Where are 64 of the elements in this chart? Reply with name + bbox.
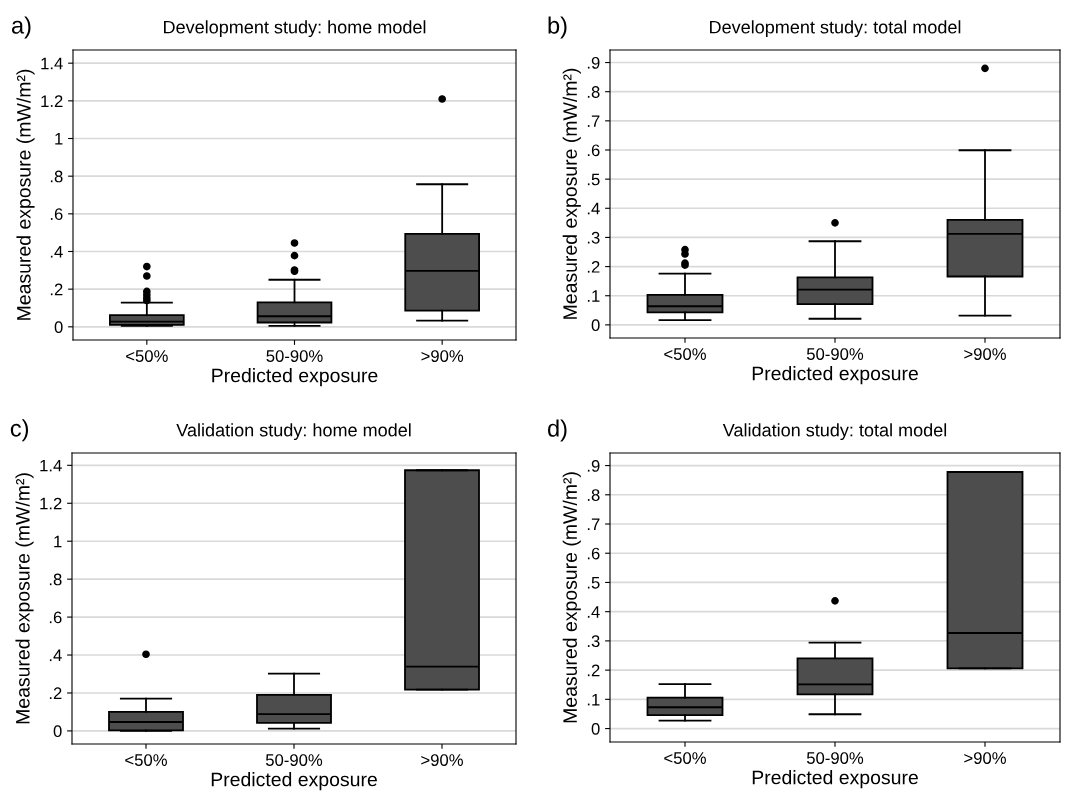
y-tick-label: .8 <box>587 489 600 501</box>
y-axis-title: Measured exposure (mW/m²) <box>16 69 35 320</box>
chart-title: Development study: total model <box>710 20 961 38</box>
y-tick-label: .9 <box>587 459 600 472</box>
y-tick-label: .2 <box>587 664 600 677</box>
y-tick-label: .4 <box>587 202 600 215</box>
y-tick-label: .2 <box>50 283 63 296</box>
y-tick-label: 1.4 <box>40 459 62 472</box>
y-tick-label: .1 <box>587 693 600 706</box>
x-tick-label: <50% <box>125 754 167 766</box>
text: a) <box>11 16 31 39</box>
y-tick-label: 1.2 <box>41 95 63 107</box>
y-tick-label: 0 <box>591 722 600 735</box>
y-tick-label: .8 <box>50 170 63 183</box>
x-tick-label: >90% <box>964 752 1006 764</box>
x-tick-label: <50% <box>664 752 706 764</box>
x-axis-title: Predicted exposure <box>212 368 378 387</box>
y-tick-label: .8 <box>587 86 600 98</box>
y-axis-title: Measured exposure (mW/m²) <box>562 68 581 319</box>
x-tick-label: >90% <box>421 350 464 362</box>
y-tick-label: .1 <box>587 290 600 302</box>
x-axis-title: Predicted exposure <box>752 366 918 385</box>
x-axis-title: Predicted exposure <box>211 772 377 791</box>
y-tick-label: 0 <box>54 321 63 334</box>
y-axis-title: Measured exposure (mW/m²) <box>15 473 34 724</box>
y-tick-label: .6 <box>587 547 600 560</box>
x-tick-label: 50-90% <box>265 754 323 766</box>
y-tick-label: .7 <box>587 115 600 127</box>
y-tick-label: .2 <box>587 260 600 273</box>
x-axis-title: Predicted exposure <box>752 770 918 789</box>
text: d) <box>547 419 567 442</box>
y-tick-label: .6 <box>49 611 62 624</box>
text: b) <box>548 16 567 39</box>
y-tick-label: .3 <box>587 231 600 244</box>
y-tick-label: 1 <box>55 133 63 145</box>
y-tick-label: .7 <box>587 518 600 531</box>
y-tick-label: 1.4 <box>41 57 63 70</box>
y-tick-label: .4 <box>50 246 63 258</box>
x-tick-label: >90% <box>421 754 463 766</box>
y-tick-label: .3 <box>587 635 600 648</box>
y-tick-label: 0 <box>591 319 600 332</box>
x-tick-label: 50-90% <box>806 348 864 360</box>
x-tick-label: 50-90% <box>806 752 864 764</box>
y-tick-label: .9 <box>587 56 600 69</box>
y-tick-label: .5 <box>587 577 600 589</box>
x-tick-label: <50% <box>664 348 706 360</box>
y-tick-label: .8 <box>49 573 62 586</box>
y-tick-label: 0 <box>53 725 62 738</box>
y-tick-label: 1.2 <box>40 497 62 510</box>
y-axis-title: Measured exposure (mW/m²) <box>562 472 581 723</box>
y-tick-label: .2 <box>49 687 62 700</box>
x-tick-label: 50-90% <box>266 350 323 362</box>
x-tick-label: <50% <box>126 350 168 362</box>
y-tick-label: .5 <box>587 173 600 186</box>
chart-title: Validation study: total model <box>722 423 947 441</box>
y-tick-label: .4 <box>49 649 62 662</box>
x-tick-label: >90% <box>964 348 1006 360</box>
y-tick-label: .4 <box>587 606 600 618</box>
y-tick-label: .6 <box>587 144 600 157</box>
chart-title: Validation study: home model <box>176 423 411 441</box>
text: c) <box>10 419 29 442</box>
y-tick-label: 1 <box>54 535 62 548</box>
chart-title: Development study: home model <box>164 20 426 38</box>
y-tick-label: .6 <box>50 208 63 221</box>
